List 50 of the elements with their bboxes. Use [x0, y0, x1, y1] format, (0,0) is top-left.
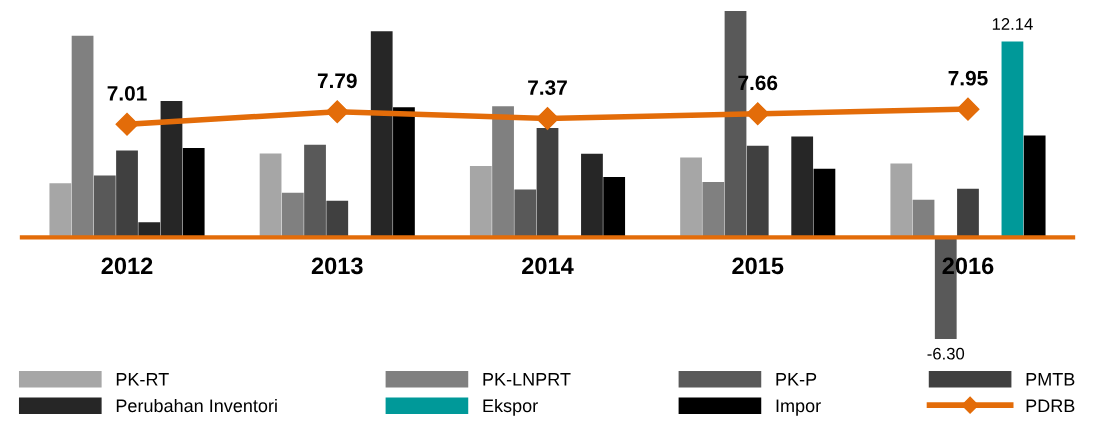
legend-label: Perubahan Inventori — [116, 398, 277, 413]
data-label: 7.01 — [107, 85, 147, 101]
bar — [1001, 41, 1024, 238]
x-tick-label: 2015 — [732, 257, 784, 275]
bar — [957, 188, 979, 238]
bar — [514, 189, 537, 238]
bar — [1023, 135, 1046, 238]
bar — [259, 153, 282, 238]
legend-label: PK-LNPRT — [483, 373, 571, 386]
bar — [581, 153, 603, 238]
bar — [890, 163, 913, 238]
bar — [370, 31, 393, 238]
bar — [326, 200, 349, 238]
bar — [603, 177, 626, 238]
bar — [393, 107, 415, 238]
x-tick-label: 2013 — [311, 257, 363, 275]
data-label: 7.79 — [317, 73, 357, 89]
data-label: 7.95 — [948, 70, 988, 86]
legend-label: PMTB — [1026, 373, 1075, 386]
point — [956, 97, 980, 121]
data-label: 12.14 — [992, 18, 1033, 30]
data-label: -6.30 — [927, 347, 965, 360]
x-tick-label: 2012 — [101, 257, 153, 275]
x-tick-label: 2014 — [522, 257, 574, 275]
bar — [281, 192, 304, 238]
bar — [116, 150, 138, 238]
legend-label: PK-P — [776, 373, 817, 386]
bar — [813, 168, 836, 238]
bar — [492, 106, 514, 238]
bar — [469, 165, 492, 238]
bar — [182, 148, 205, 238]
point — [746, 102, 770, 126]
bar — [93, 175, 116, 238]
point — [536, 106, 559, 130]
bar — [912, 199, 935, 238]
bar — [702, 182, 725, 238]
bar — [71, 35, 94, 238]
bar — [746, 145, 769, 238]
bar — [49, 183, 72, 238]
point — [115, 112, 139, 136]
bar — [680, 157, 702, 238]
bar — [536, 128, 559, 238]
legend-label: Ekspor — [483, 398, 538, 416]
data-label: 7.37 — [528, 80, 567, 95]
point — [325, 100, 349, 124]
legend-label: PK-RT — [116, 373, 169, 386]
bar — [304, 144, 326, 238]
legend-label: PDRB — [1026, 399, 1075, 412]
legend-label: Impor — [776, 399, 821, 416]
bar — [791, 136, 814, 238]
